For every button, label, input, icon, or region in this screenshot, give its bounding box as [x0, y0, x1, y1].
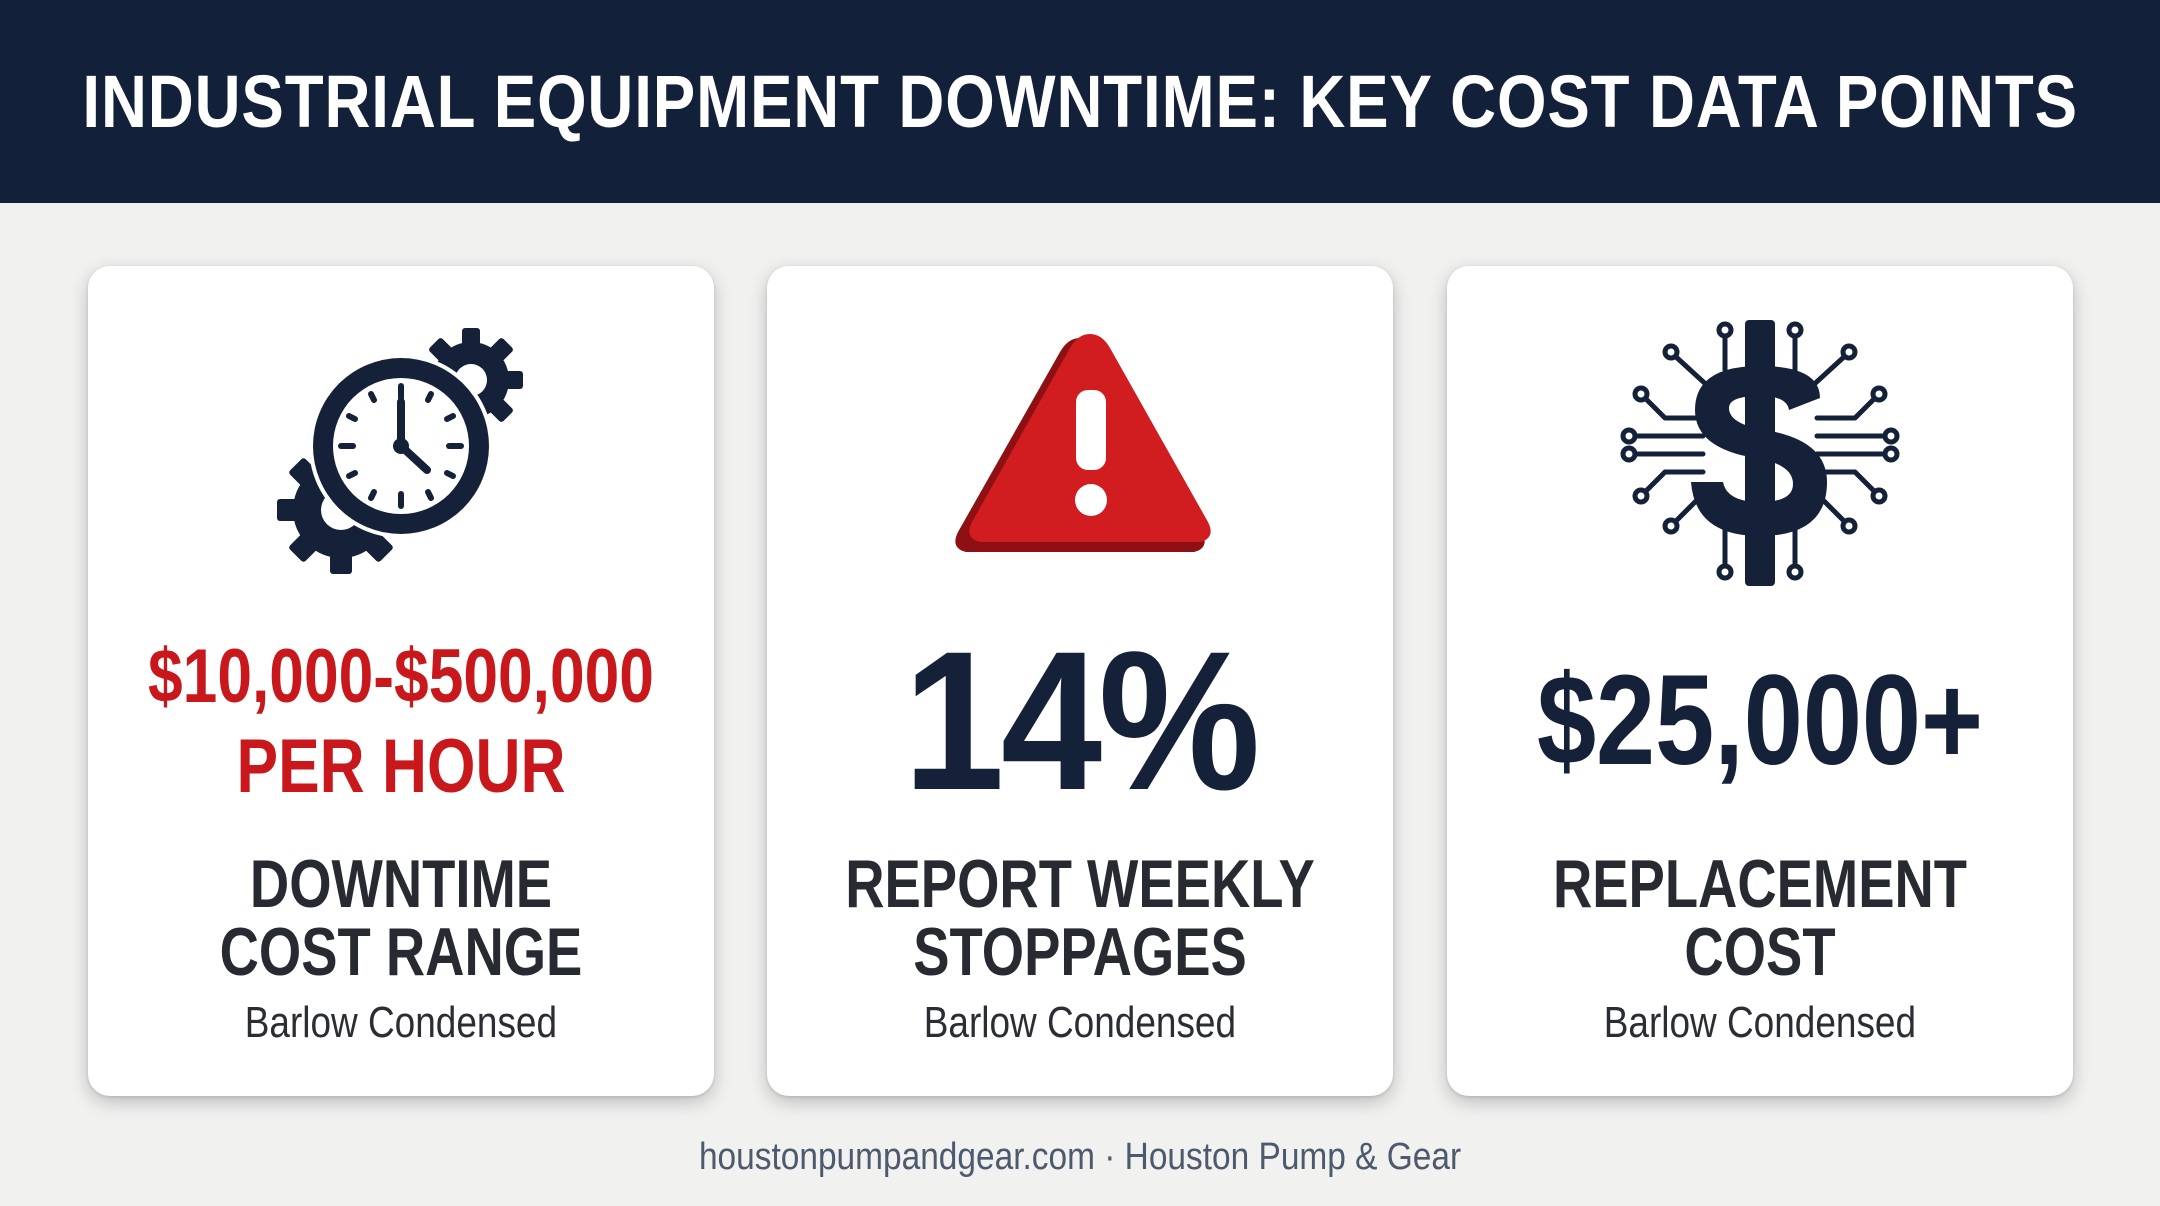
weekly-stoppages-sublabel-text: Barlow Condensed	[923, 998, 1237, 1047]
downtime-cost-sublabel-text: Barlow Condensed	[244, 998, 558, 1047]
stat-card-replacement-cost: $25,000+ REPLACEMENT COST Barlow Condens…	[1447, 266, 2073, 1096]
downtime-cost-label-line-2: COST RANGE	[219, 914, 583, 990]
replacement-cost-label-line-2: COST	[1684, 914, 1836, 990]
replacement-cost-value-line-1: $25,000+	[1536, 649, 1984, 792]
weekly-stoppages-value-line-1: 14%	[903, 610, 1260, 831]
downtime-cost-value-line-1: $10,000-$500,000	[148, 634, 654, 719]
downtime-cost-value-line-2: PER HOUR	[236, 724, 566, 809]
weekly-stoppages-sublabel: Barlow Condensed	[767, 998, 1393, 1048]
dollar-circuit-icon	[1620, 320, 1900, 586]
stat-card-downtime-cost: $10,000-$500,000 PER HOUR DOWNTIME COST …	[88, 266, 714, 1096]
weekly-stoppages-label-line-2: STOPPAGES	[913, 914, 1247, 990]
weekly-stoppages-label: REPORT WEEKLY STOPPAGES	[767, 850, 1393, 986]
downtime-cost-sublabel: Barlow Condensed	[88, 998, 714, 1048]
replacement-cost-value: $25,000+	[1447, 651, 2073, 791]
downtime-cost-label: DOWNTIME COST RANGE	[88, 850, 714, 986]
stat-card-weekly-stoppages: 14% REPORT WEEKLY STOPPAGES Barlow Conde…	[767, 266, 1393, 1096]
footer-source-text: houstonpumpandgear.com · Houston Pump & …	[698, 1136, 1462, 1178]
replacement-cost-label-line-1: REPLACEMENT	[1552, 846, 1968, 922]
replacement-cost-sublabel-text: Barlow Condensed	[1603, 998, 1917, 1047]
replacement-cost-label: REPLACEMENT COST	[1447, 850, 2073, 986]
downtime-cost-value: $10,000-$500,000 PER HOUR	[88, 632, 714, 812]
warning-triangle-icon	[955, 334, 1211, 552]
header-banner: INDUSTRIAL EQUIPMENT DOWNTIME: KEY COST …	[0, 0, 2160, 203]
replacement-cost-sublabel: Barlow Condensed	[1447, 998, 2073, 1048]
weekly-stoppages-value: 14%	[767, 621, 1393, 821]
clock-gears-icon	[277, 328, 523, 574]
downtime-cost-label-line-1: DOWNTIME	[249, 846, 553, 922]
page-title: INDUSTRIAL EQUIPMENT DOWNTIME: KEY COST …	[82, 60, 2078, 143]
weekly-stoppages-label-line-1: REPORT WEEKLY	[845, 846, 1315, 922]
footer-source: houstonpumpandgear.com · Houston Pump & …	[0, 1132, 2160, 1182]
